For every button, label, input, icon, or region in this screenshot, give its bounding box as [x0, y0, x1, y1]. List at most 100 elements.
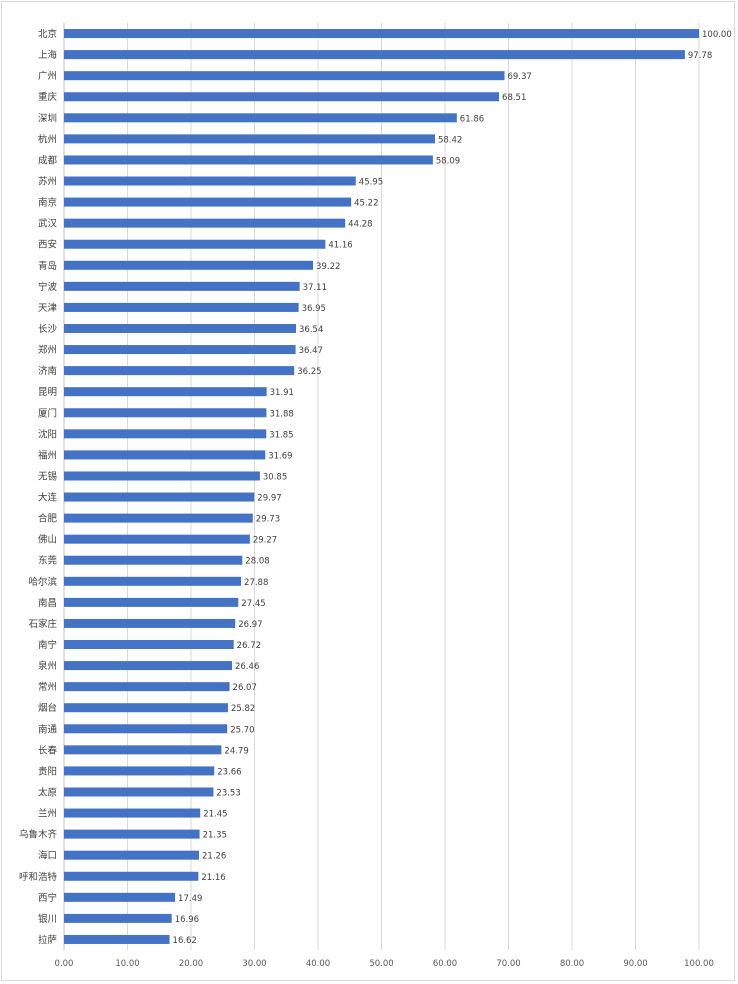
- category-label: 泉州: [38, 660, 57, 672]
- data-label: 36.95: [302, 304, 326, 314]
- x-tick-label: 10.00: [115, 959, 139, 969]
- x-tick-label: 30.00: [242, 959, 266, 969]
- bar: [64, 640, 234, 650]
- bar: [64, 850, 200, 860]
- data-label: 37.11: [303, 283, 327, 293]
- data-label: 23.53: [216, 788, 240, 798]
- bar: [64, 302, 299, 312]
- category-label: 东莞: [38, 555, 58, 567]
- data-label: 31.69: [268, 451, 292, 461]
- data-label: 29.97: [257, 494, 281, 504]
- data-label: 21.26: [202, 852, 226, 862]
- bar: [64, 661, 233, 671]
- bar: [64, 597, 239, 607]
- data-label: 30.85: [263, 472, 287, 482]
- category-label: 佛山: [38, 534, 57, 546]
- data-label: 24.79: [224, 746, 248, 756]
- category-label: 武汉: [38, 218, 58, 230]
- x-tick-label: 100.00: [684, 959, 714, 969]
- bar: [64, 176, 356, 186]
- bar: [64, 92, 500, 102]
- bar: [64, 197, 352, 207]
- category-label: 拉萨: [38, 934, 58, 946]
- data-label: 25.70: [230, 725, 254, 735]
- x-tick-label: 80.00: [560, 959, 584, 969]
- data-label: 41.16: [328, 241, 352, 251]
- data-label: 21.16: [201, 873, 225, 883]
- category-label: 南昌: [38, 597, 57, 609]
- x-tick-label: 50.00: [369, 959, 393, 969]
- category-label: 银川: [38, 913, 57, 925]
- category-label: 宁波: [38, 281, 58, 293]
- category-label: 天津: [38, 303, 58, 314]
- category-label: 上海: [38, 49, 58, 61]
- bar: [64, 513, 253, 523]
- category-label: 合肥: [38, 513, 58, 525]
- category-label: 西安: [38, 239, 57, 251]
- bar: [64, 71, 505, 81]
- bar: [64, 323, 297, 333]
- category-label: 太原: [38, 786, 57, 798]
- bar: [64, 703, 228, 713]
- category-label: 贵阳: [38, 765, 57, 777]
- data-label: 25.82: [231, 704, 255, 714]
- data-label: 44.28: [348, 220, 372, 230]
- data-label: 26.07: [233, 683, 257, 693]
- bar: [64, 155, 433, 165]
- bar: [64, 829, 200, 839]
- data-label: 27.45: [241, 599, 265, 609]
- category-label: 杭州: [38, 133, 57, 145]
- category-label: 福州: [38, 449, 57, 461]
- data-label: 45.22: [354, 199, 378, 209]
- data-label: 58.09: [436, 156, 460, 166]
- category-label: 郑州: [38, 344, 57, 356]
- x-tick-label: 40.00: [306, 959, 330, 969]
- data-label: 31.85: [269, 430, 293, 440]
- bar: [64, 576, 242, 586]
- data-label: 97.78: [688, 51, 712, 61]
- bar: [64, 281, 300, 291]
- data-label: 45.95: [359, 178, 383, 188]
- data-label: 16.62: [173, 936, 197, 946]
- category-label: 无锡: [38, 470, 57, 482]
- data-label: 29.27: [253, 536, 277, 546]
- category-label: 沈阳: [38, 428, 57, 440]
- category-label: 南通: [38, 723, 58, 735]
- bar: [64, 724, 228, 734]
- bar: [64, 387, 267, 397]
- bar: [64, 345, 296, 355]
- bar: [64, 134, 435, 144]
- category-label: 长春: [38, 744, 58, 756]
- bar: [64, 534, 250, 544]
- bar: [64, 29, 699, 39]
- category-label: 呼和浩特: [19, 871, 58, 883]
- bar: [64, 745, 222, 755]
- data-label: 31.91: [270, 388, 294, 398]
- category-label: 南宁: [38, 639, 57, 651]
- bar: [64, 808, 201, 818]
- bar: [64, 408, 267, 418]
- bar: [64, 787, 214, 797]
- category-label: 海口: [38, 850, 57, 862]
- bar: [64, 618, 236, 628]
- data-label: 17.49: [178, 894, 202, 904]
- bar: [64, 892, 176, 902]
- data-label: 26.97: [238, 620, 262, 630]
- data-label: 27.88: [244, 578, 268, 588]
- data-label: 16.96: [175, 915, 199, 925]
- category-label: 重庆: [38, 91, 58, 103]
- data-label: 26.72: [237, 641, 261, 651]
- category-label: 苏州: [38, 176, 57, 188]
- category-label: 济南: [38, 365, 57, 377]
- data-label: 23.66: [217, 767, 241, 777]
- x-tick-label: 0.00: [55, 959, 74, 969]
- category-label: 厦门: [38, 407, 57, 419]
- data-label: 28.08: [245, 557, 269, 567]
- category-label: 广州: [38, 70, 57, 82]
- category-label: 石家庄: [28, 618, 57, 630]
- bar: [64, 113, 457, 123]
- category-label: 兰州: [38, 808, 57, 820]
- category-label: 昆明: [38, 387, 57, 398]
- data-label: 29.73: [256, 515, 280, 525]
